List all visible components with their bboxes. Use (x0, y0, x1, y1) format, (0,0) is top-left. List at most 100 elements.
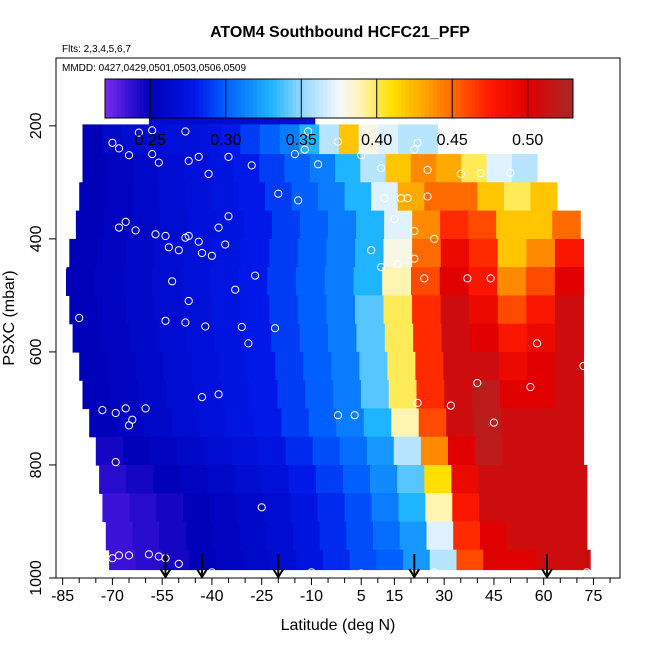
heatmap-cell (559, 493, 588, 523)
x-tick-label: 15 (386, 588, 404, 605)
heatmap-cell (370, 465, 398, 494)
colorbar-frame (104, 78, 574, 119)
colorbar-segment (257, 79, 262, 118)
heatmap-cell (328, 323, 357, 353)
y-tick-label: 400 (28, 225, 45, 252)
colorbar-segment (432, 79, 437, 118)
chart-title: ATOM4 Southbound HCFC21_PFP (210, 24, 470, 41)
sample-point (300, 145, 309, 154)
heatmap-cell (443, 351, 472, 381)
heatmap-cell (413, 323, 443, 353)
sample-point (194, 237, 203, 246)
sample-point (446, 401, 455, 410)
sample-point (247, 572, 256, 582)
heatmap-cell (126, 238, 156, 268)
colorbar-segment (296, 79, 301, 118)
heatmap-cell (556, 436, 585, 466)
sample-point (194, 152, 203, 161)
colorbar-segment (319, 79, 324, 118)
sample-point (154, 158, 163, 167)
colorbar-segment (518, 79, 523, 118)
sample-point (124, 551, 134, 560)
x-tick-label: 5 (357, 588, 366, 605)
heatmap-cell (326, 295, 356, 325)
heatmap-cell (339, 436, 368, 466)
heatmap-cell (135, 351, 164, 381)
heatmap-cell (376, 549, 404, 571)
sample-point (121, 404, 130, 413)
heatmap-cell (420, 436, 449, 466)
heatmap-cell (469, 295, 499, 325)
colorbar-segment (218, 79, 223, 118)
y-axis-label: PSXC (mbar) (1, 270, 18, 365)
flight-marker-arrow (541, 554, 553, 579)
heatmap-cell (527, 380, 557, 410)
heatmap-cell (359, 351, 388, 381)
sample-point (168, 277, 177, 286)
heatmap-cell (418, 408, 447, 438)
flight-marker-head (159, 568, 172, 579)
heatmap-cell (312, 436, 341, 466)
sample-point (197, 393, 207, 402)
sample-point (144, 550, 153, 559)
heatmap-cell (468, 210, 497, 240)
colorbar-segment (346, 79, 352, 118)
heatmap-cell (204, 436, 232, 466)
sample-point (390, 215, 399, 224)
heatmap-cell (378, 124, 399, 155)
heatmap-cell (319, 521, 347, 551)
sample-point (473, 378, 482, 388)
flight-marker-head (541, 568, 553, 579)
sample-point (207, 251, 216, 260)
heatmap-cell (207, 465, 236, 494)
colorbar-segment (358, 79, 363, 118)
heatmap-cell (461, 154, 488, 183)
heatmap-cell (387, 351, 416, 381)
heatmap-cell (360, 380, 390, 410)
heatmap-cell (212, 238, 242, 268)
heatmap-cell (284, 154, 311, 183)
colorbar-segment (405, 79, 410, 118)
heatmap-cell (511, 154, 538, 183)
colorbar-segment (307, 79, 313, 118)
flight-marker-arrow (272, 554, 285, 579)
heatmap-cell (126, 295, 156, 325)
heatmap-cell (269, 549, 297, 571)
sample-point (377, 263, 386, 272)
colorbar-segment (420, 79, 426, 118)
heatmap-cell (415, 351, 444, 381)
sample-point (214, 390, 223, 399)
heatmap-cell (72, 323, 102, 353)
heatmap-cell (344, 493, 373, 523)
heatmap-cell (299, 323, 329, 353)
colorbar-segment (136, 79, 141, 118)
sample-point (237, 322, 246, 332)
heatmap-cell (479, 521, 508, 551)
colorbar-segment (276, 79, 281, 118)
colorbar-segment (206, 79, 211, 118)
x-tick-label: 75 (585, 588, 603, 605)
sample-point (68, 145, 77, 154)
sample-point (111, 458, 120, 467)
heatmap-cell (183, 154, 210, 183)
colorbar-segment (292, 79, 297, 118)
flight-marker-head (408, 568, 421, 579)
colorbar-segment (510, 79, 515, 118)
sample-point (350, 411, 359, 420)
heatmap-cell (101, 323, 130, 353)
sample-point (413, 138, 422, 147)
colorbar-segment (452, 79, 457, 118)
heatmap-cell (528, 408, 557, 438)
heatmap-cell (99, 465, 127, 494)
heatmap-cell (324, 267, 355, 296)
colorbar-segment (222, 79, 227, 118)
heatmap-cell (424, 465, 452, 494)
sample-point (201, 322, 210, 331)
colorbar-segment (545, 79, 551, 118)
heatmap-cell (471, 351, 500, 381)
heatmap-cell (397, 465, 425, 494)
colorbar-segment (335, 79, 340, 118)
heatmap-cell (353, 267, 383, 296)
y-tick-label: 1000 (28, 560, 45, 596)
heatmap-cell (210, 493, 238, 523)
